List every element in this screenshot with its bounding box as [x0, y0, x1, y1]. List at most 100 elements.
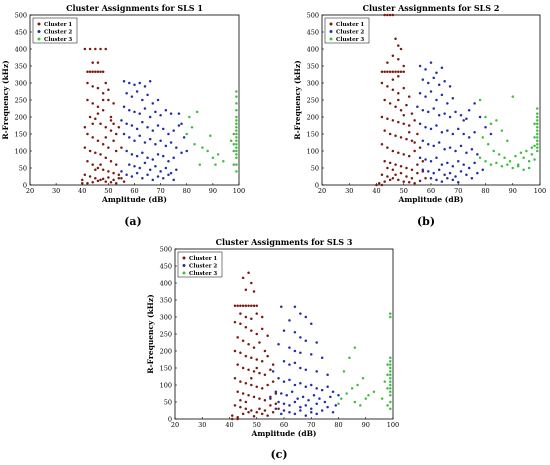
point-a-cluster-1 [99, 70, 102, 74]
point-a-cluster-3 [235, 119, 238, 122]
point-a-cluster-2 [133, 110, 136, 114]
point-b-cluster-2 [473, 131, 476, 134]
point-a-cluster-2 [159, 114, 162, 117]
x-tick-label-a: 20 [26, 187, 34, 195]
point-c-cluster-1 [252, 370, 256, 373]
point-a-cluster-2 [172, 178, 175, 182]
point-a-cluster-2 [122, 105, 126, 109]
point-a-cluster-2 [146, 156, 149, 160]
y-tick-label-a: 50 [19, 164, 27, 172]
point-b-cluster-2 [459, 144, 463, 148]
point-b-cluster-3 [536, 107, 539, 110]
point-b-cluster-1 [399, 70, 403, 74]
point-a-cluster-2 [125, 149, 128, 153]
legend-marker-b-cluster-3 [329, 37, 333, 41]
point-b-cluster-2 [416, 105, 419, 109]
point-c-cluster-2 [293, 305, 297, 309]
point-b-cluster-3 [525, 149, 528, 153]
point-a-cluster-1 [86, 98, 89, 102]
point-a-cluster-2 [164, 108, 168, 112]
y-tick-label-b: 250 [307, 96, 319, 104]
point-b-cluster-3 [495, 119, 498, 122]
point-b-cluster-1 [407, 181, 411, 184]
point-b-cluster-1 [380, 142, 384, 146]
point-c-cluster-3 [356, 383, 359, 387]
point-a-cluster-1 [96, 70, 100, 74]
point-c-cluster-3 [389, 315, 392, 319]
point-a-cluster-1 [86, 182, 89, 185]
point-a-cluster-2 [148, 80, 152, 83]
point-a-cluster-1 [117, 173, 121, 177]
point-a-cluster-1 [91, 181, 94, 184]
legend-marker-a-cluster-3 [37, 37, 41, 41]
x-tick-label-c: 60 [280, 421, 288, 429]
point-c-cluster-1 [266, 383, 269, 387]
point-c-cluster-1 [250, 409, 253, 412]
point-b-cluster-2 [418, 91, 422, 95]
point-c-cluster-3 [367, 393, 370, 397]
y-tick-label-c: 400 [160, 279, 172, 287]
point-a-cluster-1 [96, 86, 100, 90]
point-c-cluster-2 [293, 331, 297, 334]
x-tick-label-b: 60 [427, 187, 435, 195]
point-b-cluster-2 [427, 142, 430, 146]
point-b-cluster-3 [481, 136, 485, 139]
point-b-cluster-1 [399, 108, 403, 112]
caption-c: (c) [270, 448, 287, 461]
point-a-cluster-3 [216, 153, 220, 156]
point-b-cluster-1 [424, 176, 427, 180]
legend-label-c-cluster-3: Cluster 3 [189, 271, 217, 277]
point-b-cluster-1 [402, 153, 405, 156]
y-tick-label-c: 500 [160, 245, 172, 253]
point-a-cluster-2 [148, 115, 152, 119]
point-c-cluster-2 [304, 385, 308, 388]
point-c-cluster-2 [274, 407, 278, 411]
point-c-cluster-2 [331, 390, 335, 394]
y-axis-label-b: R-Frequency (kHz) [293, 60, 302, 139]
point-b-cluster-1 [386, 175, 389, 178]
point-c-cluster-1 [263, 409, 267, 412]
point-b-cluster-2 [440, 93, 444, 97]
point-b-cluster-1 [397, 178, 400, 182]
point-a-cluster-2 [122, 132, 126, 136]
point-a-cluster-2 [156, 153, 160, 156]
point-a-cluster-1 [94, 176, 97, 180]
point-b-cluster-3 [489, 122, 493, 126]
point-b-cluster-2 [484, 125, 487, 129]
point-b-cluster-2 [465, 117, 468, 120]
point-b-cluster-1 [383, 180, 386, 183]
point-c-cluster-2 [277, 400, 280, 404]
point-b-cluster-2 [429, 176, 433, 180]
y-axis-label-c: R-Frequency (kHz) [146, 294, 155, 373]
point-b-cluster-2 [440, 180, 444, 183]
point-a-cluster-2 [169, 112, 173, 115]
point-c-cluster-2 [277, 342, 280, 346]
point-a-cluster-1 [109, 129, 113, 132]
point-b-cluster-1 [413, 119, 416, 122]
point-c-cluster-2 [293, 412, 297, 416]
point-c-cluster-3 [380, 397, 384, 400]
y-tick-label-b: 300 [307, 79, 319, 87]
point-a-cluster-3 [206, 149, 209, 153]
point-a-cluster-1 [96, 61, 100, 64]
point-a-cluster-3 [235, 115, 238, 119]
point-b-cluster-1 [399, 165, 403, 168]
point-a-cluster-3 [235, 142, 238, 146]
legend-label-b-cluster-1: Cluster 1 [336, 22, 364, 28]
point-a-cluster-2 [185, 149, 188, 153]
point-b-cluster-2 [448, 171, 452, 175]
point-b-cluster-3 [533, 122, 536, 126]
point-a-cluster-3 [235, 149, 238, 153]
x-tick-label-c: 100 [387, 421, 399, 429]
point-a-cluster-1 [104, 180, 108, 183]
point-a-cluster-1 [88, 149, 92, 153]
point-c-cluster-3 [389, 400, 392, 404]
point-c-cluster-3 [389, 373, 392, 377]
point-a-cluster-2 [130, 95, 134, 98]
point-b-cluster-3 [516, 163, 520, 166]
point-a-cluster-1 [99, 122, 102, 126]
point-b-cluster-2 [432, 144, 435, 148]
point-a-cluster-2 [146, 173, 149, 177]
x-axis-label-c: Amplitude (dB) [251, 429, 317, 438]
point-a-cluster-1 [104, 156, 108, 160]
